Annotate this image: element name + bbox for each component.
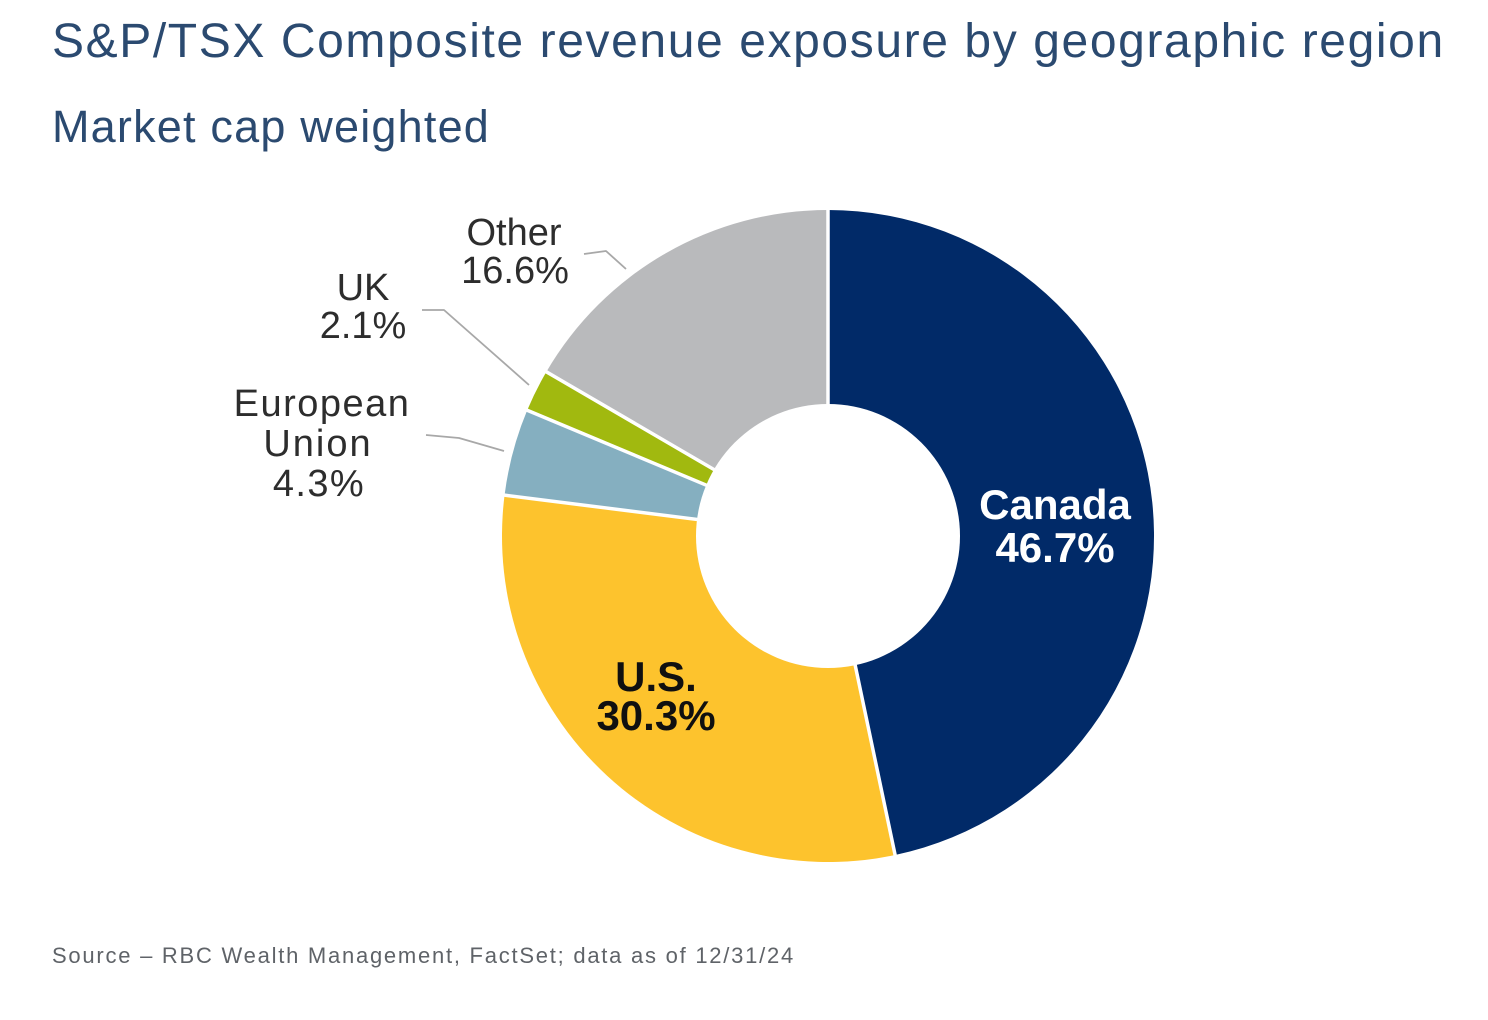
- svg-text:Union: Union: [263, 423, 372, 465]
- svg-text:16.6%: 16.6%: [461, 250, 569, 292]
- svg-text:2.1%: 2.1%: [320, 305, 407, 347]
- svg-text:46.7%: 46.7%: [995, 524, 1114, 571]
- svg-text:U.S.: U.S.: [615, 653, 697, 700]
- svg-text:Canada: Canada: [979, 481, 1131, 528]
- svg-text:30.3%: 30.3%: [596, 692, 715, 739]
- svg-text:4.3%: 4.3%: [273, 463, 365, 505]
- svg-text:UK: UK: [337, 267, 390, 309]
- svg-text:European: European: [234, 383, 411, 425]
- svg-text:Other: Other: [466, 212, 561, 254]
